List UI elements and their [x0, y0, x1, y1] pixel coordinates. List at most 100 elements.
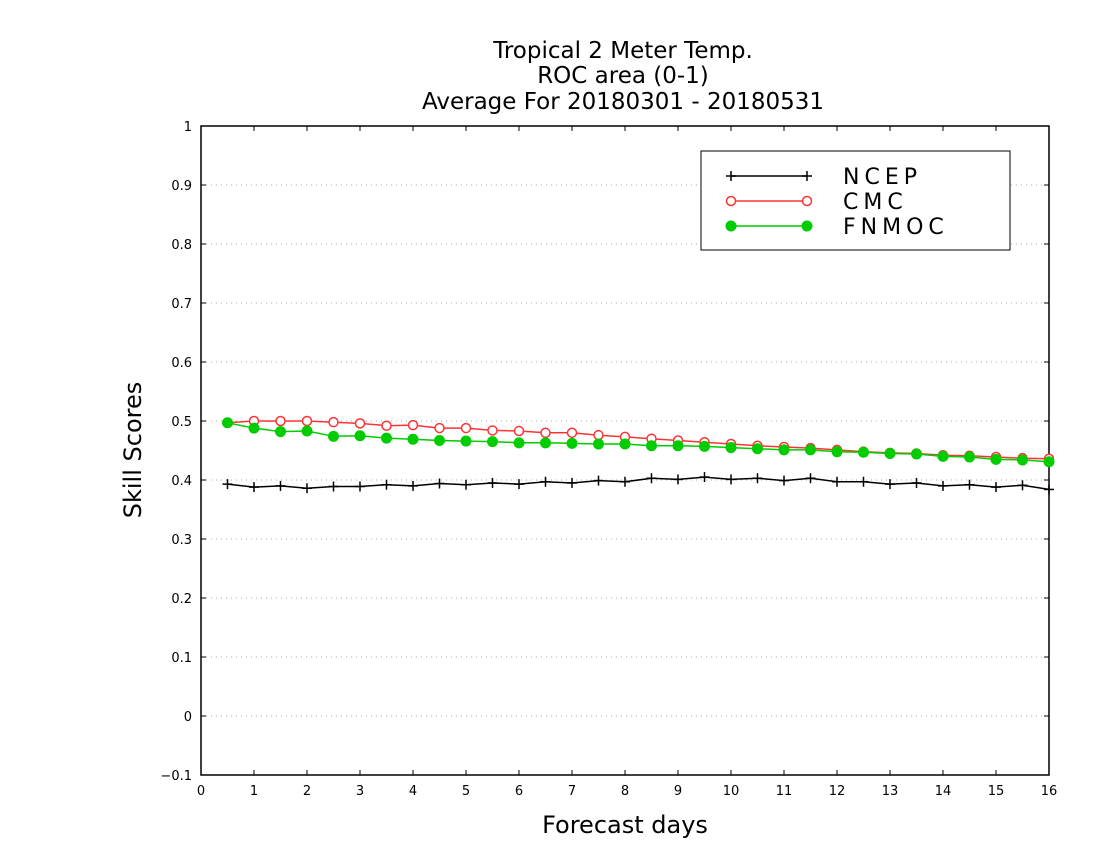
fnmoc-point — [672, 440, 684, 452]
x-tick-label: 1 — [250, 784, 258, 799]
fnmoc-point — [328, 430, 339, 442]
ncep-point — [593, 475, 604, 486]
fnmoc-point — [1017, 454, 1028, 466]
ncep-point — [540, 476, 551, 487]
cmc-point — [407, 419, 419, 431]
cmc-point — [593, 429, 604, 441]
ncep-point — [911, 477, 922, 488]
title-line-2: ROC area (0-1) — [537, 63, 709, 89]
fnmoc-point — [990, 453, 1002, 465]
x-tick-label: 7 — [568, 784, 576, 799]
x-axis-label: Forecast days — [542, 811, 708, 839]
fnmoc-point — [911, 448, 922, 460]
ncep-point — [726, 474, 736, 485]
y-tick-label: −0.1 — [160, 769, 192, 784]
legend-marker — [801, 195, 813, 207]
title-line-3: Average For 20180301 - 20180531 — [422, 89, 824, 115]
y-tick-label: 0 — [184, 710, 192, 725]
x-tick-label: 16 — [1041, 784, 1058, 799]
fnmoc-point — [805, 444, 816, 456]
ncep-point — [567, 477, 577, 488]
ncep-point — [964, 479, 975, 490]
ncep-point — [249, 482, 259, 493]
y-tick-label: 0.8 — [171, 238, 192, 253]
fnmoc-point — [937, 450, 949, 462]
y-tick-label: 0.9 — [171, 179, 192, 194]
ncep-point — [222, 479, 233, 490]
x-tick-label: 13 — [882, 784, 899, 799]
y-tick-label: 1 — [184, 120, 192, 135]
x-tick-label: 9 — [674, 784, 682, 799]
cmc-point — [566, 427, 578, 439]
ncep-point — [752, 473, 763, 484]
x-tick-label: 8 — [621, 784, 629, 799]
y-tick-label: 0.3 — [171, 533, 192, 548]
legend-marker — [801, 220, 813, 232]
fnmoc-point — [301, 425, 313, 437]
legend-label: FNMOC — [843, 215, 949, 240]
ncep-point — [699, 472, 710, 483]
x-tick-label: 15 — [988, 784, 1005, 799]
fnmoc-point — [407, 433, 419, 445]
fnmoc-point — [593, 438, 604, 450]
fnmoc-point — [752, 443, 763, 455]
title-line-1: Tropical 2 Meter Temp. — [492, 38, 753, 64]
legend-marker — [725, 220, 737, 232]
x-tick-label: 11 — [776, 784, 793, 799]
ncep-point — [355, 481, 365, 492]
ncep-point — [275, 480, 286, 491]
ncep-point — [885, 479, 895, 490]
fnmoc-point — [275, 426, 286, 438]
ncep-point — [620, 476, 630, 487]
x-tick-label: 3 — [356, 784, 364, 799]
cmc-point — [354, 418, 366, 429]
fnmoc-point — [381, 432, 392, 444]
fnmoc-point — [248, 422, 260, 434]
fnmoc-point — [1043, 456, 1055, 468]
fnmoc-point — [884, 447, 896, 459]
x-tick-label: 0 — [197, 784, 205, 799]
ncep-point — [858, 476, 869, 487]
fnmoc-point — [566, 437, 578, 449]
cmc-point — [460, 422, 472, 434]
series-layer — [222, 415, 1055, 495]
cmc-point — [301, 415, 313, 427]
legend-marker — [726, 171, 736, 181]
y-axis-label: Skill Scores — [119, 382, 147, 519]
ncep-point — [832, 476, 842, 487]
fnmoc-point — [699, 440, 710, 452]
x-tick-label: 5 — [462, 784, 470, 799]
ncep-point — [487, 477, 498, 488]
fnmoc-line — [227, 422, 1050, 463]
fnmoc-point — [831, 446, 843, 458]
ncep-point — [328, 481, 339, 492]
cmc-point — [513, 425, 525, 437]
cmc-point — [434, 422, 445, 434]
legend-label: CMC — [843, 190, 908, 215]
legend-entry-cmc: CMC — [725, 190, 908, 215]
ncep-point — [938, 480, 948, 491]
fnmoc-point — [725, 442, 737, 454]
ncep-point — [461, 479, 471, 490]
ncep-point — [1044, 484, 1054, 495]
x-tick-label: 10 — [723, 784, 740, 799]
x-axis-ticks: 0 1 2 3 4 5 6 7 8 9 10 11 12 13 14 15 16 — [197, 126, 1057, 799]
y-tick-label: 0.5 — [171, 415, 192, 430]
x-tick-label: 14 — [935, 784, 952, 799]
y-axis-ticks: −0.1 0 0.1 0.2 0.3 0.4 0.5 0.6 0.7 0.8 0.9 1 — [160, 120, 1049, 784]
fnmoc-point — [487, 436, 498, 448]
legend-marker — [725, 195, 737, 207]
series-fnmoc — [222, 417, 1055, 468]
y-tick-label: 0.2 — [171, 592, 192, 607]
x-tick-label: 12 — [829, 784, 846, 799]
y-tick-label: 0.6 — [171, 356, 192, 371]
ncep-point — [381, 479, 392, 490]
cmc-point — [487, 425, 498, 436]
ncep-point — [646, 473, 657, 484]
ncep-point — [1017, 480, 1028, 491]
gridlines — [201, 184, 1049, 717]
x-tick-label: 6 — [515, 784, 523, 799]
fnmoc-point — [222, 417, 233, 429]
ncep-point — [779, 475, 789, 486]
